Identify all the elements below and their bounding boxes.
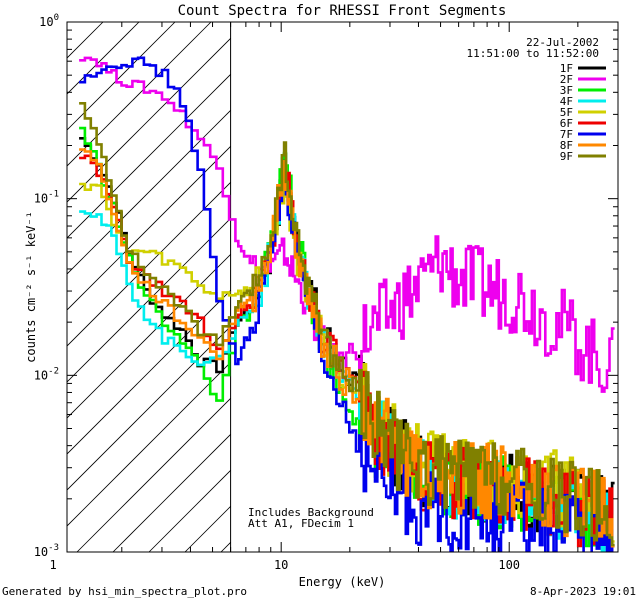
legend-label-6F: 6F bbox=[560, 117, 573, 130]
hatch-line bbox=[67, 22, 212, 167]
legend-label-3F: 3F bbox=[560, 84, 573, 97]
series-8F bbox=[79, 148, 615, 548]
hatch-line bbox=[67, 22, 140, 95]
legend-label-5F: 5F bbox=[560, 106, 573, 119]
legend-date: 22-Jul-2002 bbox=[526, 36, 599, 49]
legend-label-9F: 9F bbox=[560, 150, 573, 163]
hatch-line bbox=[67, 22, 104, 59]
legend-label-8F: 8F bbox=[560, 139, 573, 152]
y-tick-label: 10-3 bbox=[34, 543, 59, 559]
hatch-line bbox=[67, 37, 231, 203]
legend-label-2F: 2F bbox=[560, 73, 573, 86]
series-9F bbox=[79, 102, 615, 547]
x-axis-label: Energy (keV) bbox=[299, 575, 386, 589]
y-axis-label: counts cm⁻² s⁻¹ keV⁻¹ bbox=[24, 211, 38, 363]
legend-label-1F: 1F bbox=[560, 62, 573, 75]
footer-timestamp: 8-Apr-2023 19:01 bbox=[530, 585, 636, 598]
series-2F bbox=[79, 56, 615, 393]
chart-title: Count Spectra for RHESSI Front Segments bbox=[178, 3, 507, 19]
hatch-line bbox=[76, 397, 231, 552]
x-tick-label: 100 bbox=[498, 558, 520, 572]
x-tick-label: 1 bbox=[50, 558, 57, 572]
series-7F bbox=[79, 56, 614, 552]
annotation-background: Includes Background bbox=[248, 506, 374, 519]
legend-label-7F: 7F bbox=[560, 128, 573, 141]
hatch-line bbox=[67, 361, 231, 527]
hatch-line bbox=[67, 22, 176, 131]
plot-frame bbox=[66, 21, 619, 553]
hatch-line bbox=[112, 433, 231, 552]
x-tick-label: 10 bbox=[274, 558, 288, 572]
annotation-attenuator: Att A1, FDecim 1 bbox=[248, 517, 354, 530]
hatch-line bbox=[67, 145, 231, 311]
footer-generated-by: Generated by hsi_min_spectra_plot.pro bbox=[2, 585, 247, 598]
y-tick-label: 10-1 bbox=[34, 190, 59, 206]
legend-label-4F: 4F bbox=[560, 95, 573, 108]
hatch-line bbox=[67, 73, 231, 239]
legend-time-range: 11:51:00 to 11:52:00 bbox=[467, 47, 599, 60]
y-tick-label: 10-2 bbox=[34, 366, 59, 382]
hatch-line bbox=[67, 181, 231, 347]
y-tick-label: 100 bbox=[39, 13, 59, 29]
hatch-line bbox=[67, 325, 231, 491]
hatch-line bbox=[67, 253, 231, 419]
